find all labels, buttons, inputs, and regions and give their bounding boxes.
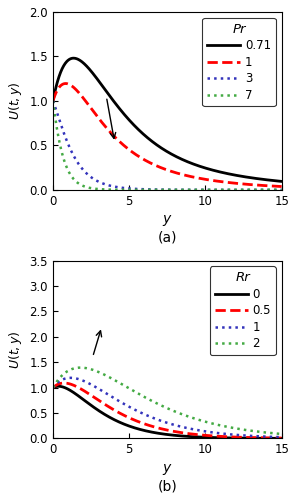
Legend: 0, 0.5, 1, 2: 0, 0.5, 1, 2 [210, 266, 276, 355]
Legend: 0.71, 1, 3, 7: 0.71, 1, 3, 7 [202, 18, 276, 106]
X-axis label: $y$
(a): $y$ (a) [157, 213, 177, 244]
Y-axis label: $U(t, y)$: $U(t, y)$ [7, 82, 24, 120]
X-axis label: $y$
(b): $y$ (b) [157, 462, 177, 493]
Y-axis label: $U(t, y)$: $U(t, y)$ [7, 330, 24, 369]
